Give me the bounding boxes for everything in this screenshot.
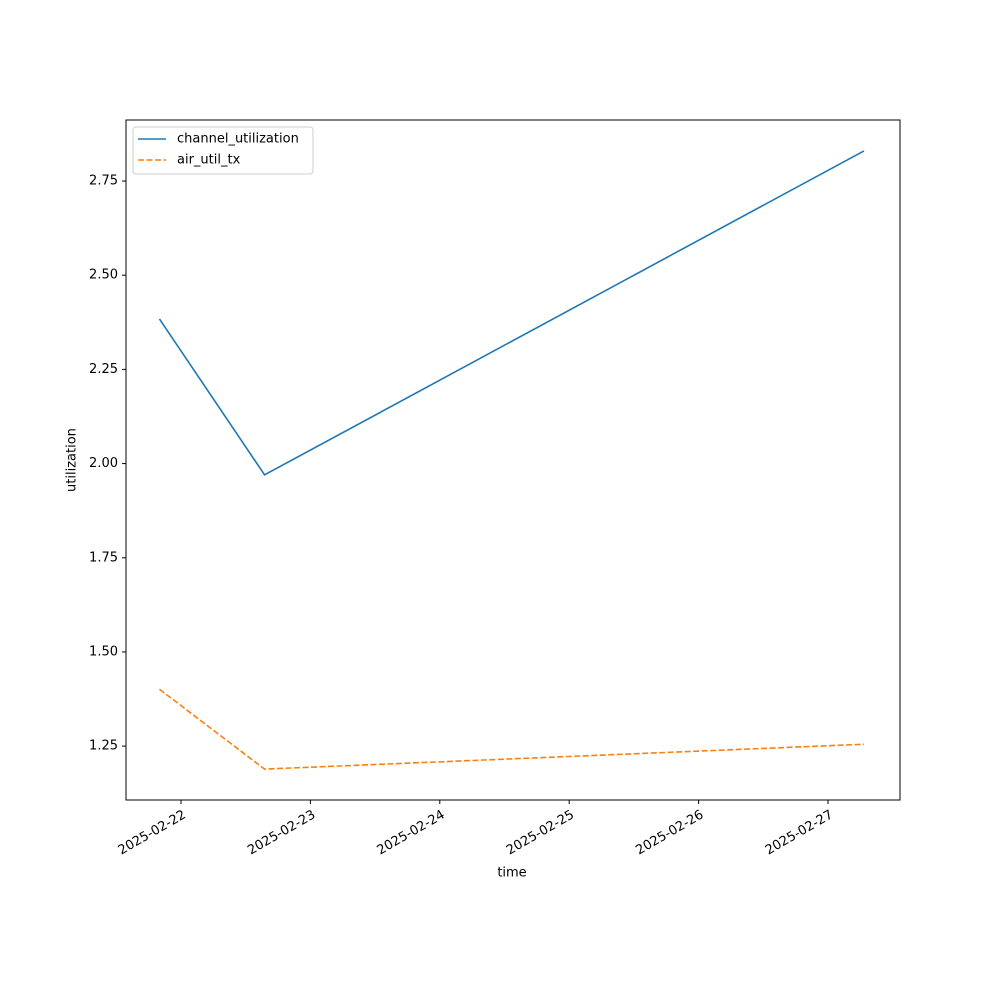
legend-label: channel_utilization [177,132,299,147]
y-tick-label: 1.75 [89,550,118,565]
y-axis-label: utilization [65,428,80,492]
series-line [158,688,864,770]
y-tick-label: 1.50 [89,644,118,659]
series-line [158,150,865,476]
y-tick-label: 2.50 [89,268,118,283]
y-tick-label: 2.25 [89,362,118,377]
y-tick-label: 1.25 [89,739,118,754]
y-tick-label: 2.00 [89,456,118,471]
plot-frame [125,119,901,801]
legend-label: air_util_tx [177,153,241,168]
legend-box [132,126,314,175]
y-tick-label: 2.75 [89,174,118,189]
x-axis-label: time [497,866,526,881]
